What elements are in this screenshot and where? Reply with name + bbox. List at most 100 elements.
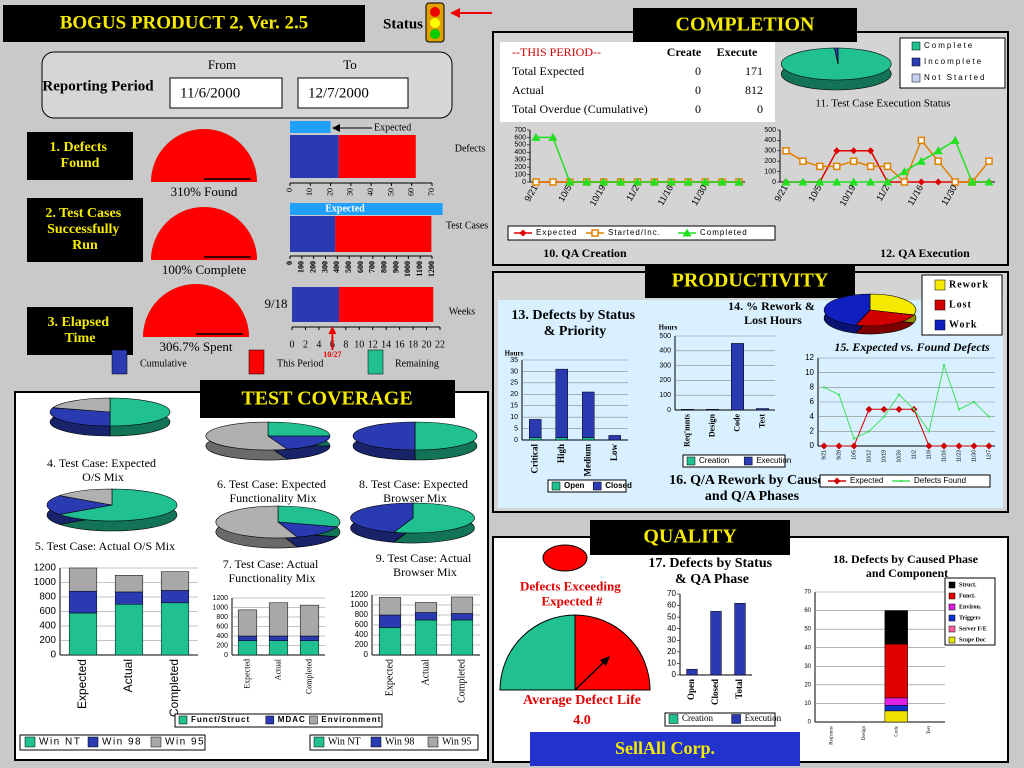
point [987, 415, 991, 418]
legend-swatch [248, 349, 265, 375]
point [970, 442, 978, 450]
x-tick-label: 400 [332, 261, 341, 273]
legend-box [664, 712, 776, 727]
bar-segment [582, 391, 595, 438]
point [683, 177, 693, 186]
y-tick-label: 200 [659, 377, 671, 384]
point [912, 408, 916, 411]
productivity-title-box [645, 265, 855, 298]
table-header: --THIS PERIOD-- [512, 45, 601, 59]
y-tick-label: 0 [808, 720, 812, 726]
point [833, 162, 841, 171]
point [816, 162, 824, 171]
to-input[interactable] [297, 77, 409, 109]
legend-label: Execution [756, 456, 791, 465]
y-tick-label: 25 [510, 380, 518, 387]
bar-segment [299, 635, 320, 641]
x-tick-label: 1200 [427, 261, 436, 277]
x-tick-label: 100 [297, 261, 306, 273]
legend-box [174, 713, 383, 728]
point [591, 229, 599, 237]
x-tick-label: 8 [343, 339, 348, 350]
title: BOGUS PRODUCT 2, Ver. 2.5 [60, 12, 309, 33]
point [957, 408, 961, 411]
x-tick-label: Expected [384, 659, 395, 696]
legend-swatch [934, 319, 946, 331]
point [951, 178, 959, 186]
point [782, 147, 790, 155]
legend-label: Server F/E [959, 626, 987, 632]
point [985, 442, 993, 450]
y-tick-label: 10 [804, 701, 811, 707]
bar-segment [884, 643, 908, 699]
gauge-fill [151, 129, 257, 182]
y-tick-label: 0 [522, 179, 526, 186]
y-tick-label: 1000 [212, 604, 228, 611]
legend-swatch [948, 581, 956, 589]
legend-box [682, 454, 786, 468]
x-tick-label: Code [732, 414, 741, 432]
bar-segment [68, 612, 98, 656]
bar-segment [529, 437, 542, 441]
x-tick-label: Expected [242, 659, 251, 689]
x-tick-label: 9/21 [821, 450, 827, 460]
legend-label: Work [949, 319, 977, 330]
bar-segment [237, 609, 258, 637]
point [666, 177, 676, 186]
from-input[interactable] [169, 77, 283, 109]
point [866, 162, 875, 171]
point [649, 177, 659, 186]
to-date: 12/7/2000 [308, 85, 369, 101]
bar-label: Test Cases [446, 220, 488, 231]
status-label: Status [383, 16, 423, 32]
point [849, 157, 858, 165]
x-tick-label: Design [862, 726, 867, 741]
y-tick-label: 0 [224, 652, 228, 659]
x-tick-label: Design [707, 413, 716, 437]
y-tick-label: 600 [216, 623, 228, 630]
legend-label: Struct. [959, 582, 977, 588]
point [984, 177, 994, 186]
section-label-box [27, 198, 143, 262]
x-tick-label: 1000 [403, 261, 412, 277]
light-yellow [430, 18, 440, 28]
pie-slice [414, 421, 478, 451]
light-red [430, 7, 440, 17]
expected-bar [290, 203, 443, 215]
point [917, 178, 925, 186]
x-tick-label: Actual [121, 659, 135, 692]
y-tick-label: 400 [39, 621, 56, 632]
legend-swatch [668, 714, 679, 724]
bar-segment [237, 640, 258, 656]
legend-label: Creation [682, 713, 713, 723]
legend-label: Completed [700, 228, 748, 237]
y-tick-label: 600 [39, 606, 56, 617]
y-tick-label: 4 [810, 412, 815, 421]
y-tick-label: 0 [667, 407, 671, 414]
y-tick-label: 800 [216, 614, 228, 621]
bar-segment [450, 613, 474, 621]
x-tick-label: 200 [308, 261, 317, 273]
x-tick-label: Completed [456, 659, 467, 703]
bar-segment [529, 419, 542, 438]
x-tick-label: Closed [710, 679, 720, 705]
y-tick-label: 200 [216, 642, 228, 649]
x-tick-label: Medium [582, 443, 592, 476]
x-tick-label: 50 [386, 188, 395, 196]
point [880, 405, 888, 413]
point [781, 177, 791, 186]
x-tick-label: 11/9 [926, 450, 932, 460]
point [967, 177, 977, 186]
x-tick-label: Expected [75, 659, 89, 709]
y-tick-label: 400 [764, 137, 776, 144]
y-tick-label: 12 [805, 353, 814, 362]
legend-label: Closed [605, 481, 632, 490]
table-cell: Total Overdue (Cumulative) [512, 102, 648, 116]
y-tick-label: 1200 [350, 590, 368, 599]
legend-swatch [911, 57, 921, 67]
pie-slice [267, 421, 331, 437]
x-tick-label: 12 [368, 339, 378, 350]
expected-bar [290, 121, 331, 133]
y-tick-label: 0 [672, 670, 677, 679]
pie-slice [352, 421, 416, 451]
